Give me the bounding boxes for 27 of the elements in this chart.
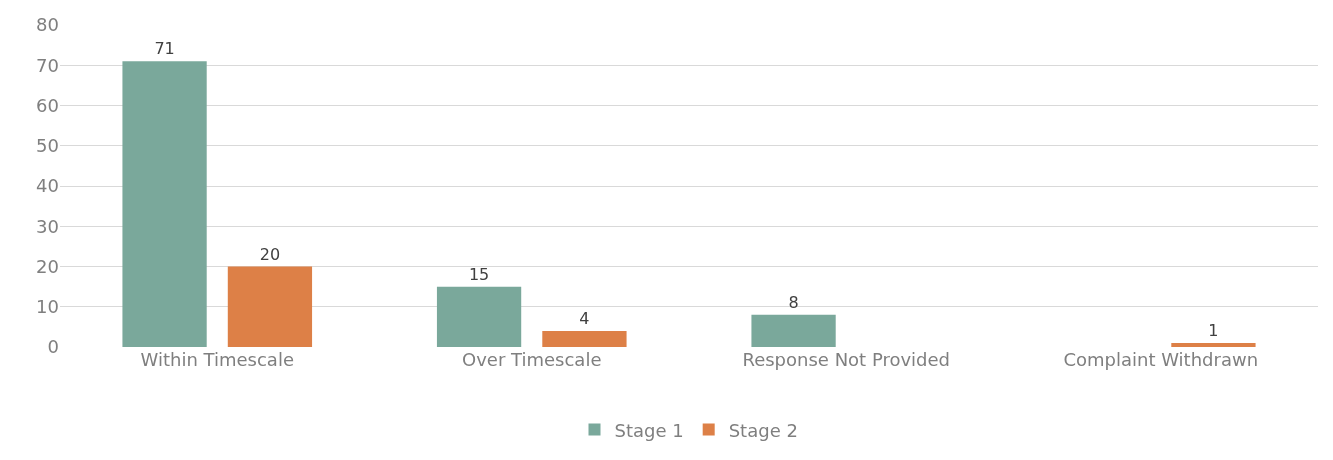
y-tick-label: 80 (36, 14, 59, 36)
data-label: 4 (579, 308, 590, 328)
data-label: 1 (1208, 320, 1219, 340)
bar (542, 330, 627, 347)
data-label: 20 (259, 244, 281, 264)
y-tick-label: 70 (36, 54, 59, 76)
y-tick-label: 40 (36, 175, 59, 197)
y-tick-label: 20 (36, 255, 59, 277)
y-tick-label: 50 (36, 135, 59, 157)
data-label: 71 (154, 39, 175, 59)
x-tick-label: Complaint Withdrawn (1063, 349, 1259, 370)
legend-label: Stage 1 (614, 419, 684, 441)
y-tick-label: 30 (36, 215, 59, 237)
bar (227, 266, 313, 347)
x-tick-label: Response Not Provided (742, 349, 951, 370)
y-tick-label: 60 (36, 94, 59, 116)
legend-label: Stage 2 (728, 419, 798, 441)
y-tick-label: 0 (47, 336, 59, 358)
x-tick-label: Within Timescale (140, 349, 294, 370)
bar (1171, 342, 1256, 347)
y-tick-label: 10 (36, 296, 59, 318)
bar (751, 314, 836, 347)
x-tick-label: Over Timescale (462, 349, 602, 370)
bar (436, 286, 522, 347)
bar (122, 61, 207, 347)
data-label: 8 (788, 292, 799, 312)
data-label: 15 (468, 264, 490, 284)
